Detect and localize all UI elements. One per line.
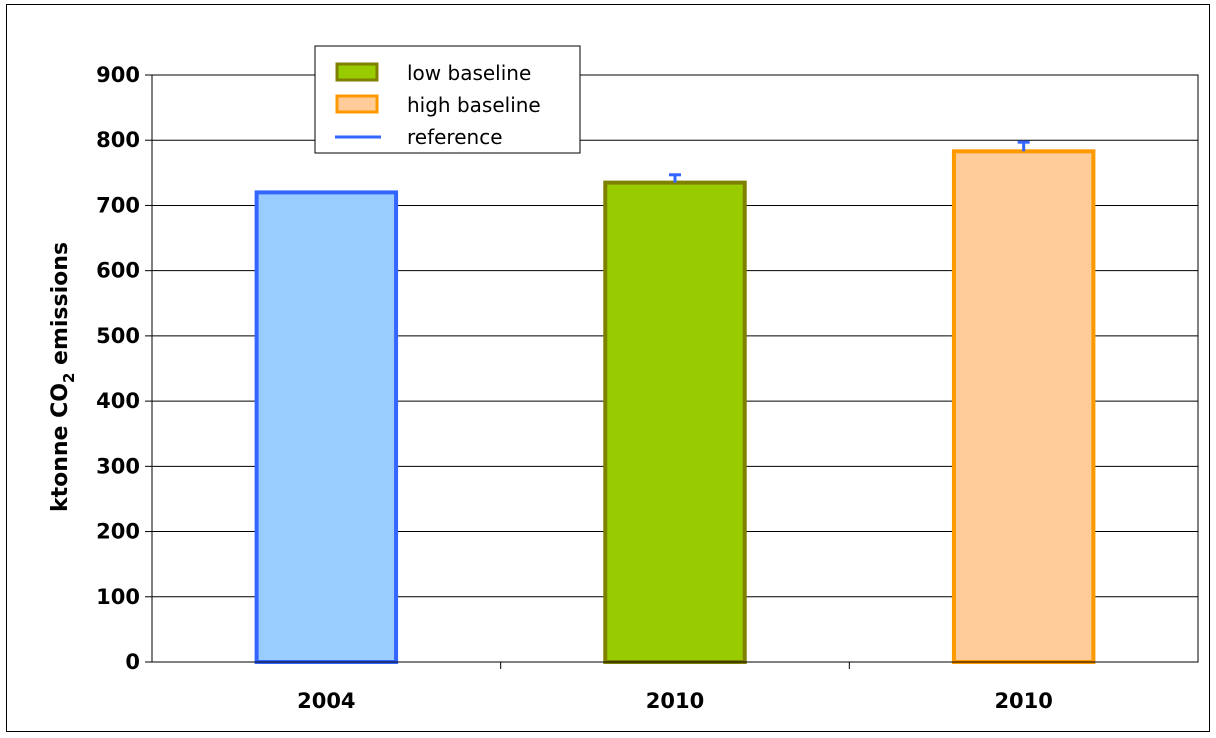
- x-category-label: 2004: [297, 689, 355, 713]
- y-axis-label-main: ktonne CO: [48, 383, 73, 512]
- legend-swatch: [335, 94, 379, 114]
- x-category-label: 2010: [994, 689, 1052, 713]
- legend-label: low baseline: [407, 61, 531, 85]
- y-tick-label: 0: [125, 650, 140, 674]
- bars: [254, 149, 1096, 664]
- y-tick-label: 900: [96, 63, 140, 87]
- x-category-label: 2010: [646, 689, 704, 713]
- y-axis-label-suffix: emissions: [48, 242, 73, 373]
- y-tick-labels: 0 100 200 300 400 500 600 700 800 900: [96, 63, 140, 674]
- y-tick-label: 600: [96, 259, 140, 283]
- y-tick-label: 300: [96, 454, 140, 478]
- y-axis-label: ktonne CO2 emissions: [48, 242, 78, 512]
- plot-area-border: [151, 74, 1199, 663]
- legend-label: reference: [407, 125, 503, 149]
- y-tick-label: 500: [96, 324, 140, 348]
- y-tick-label: 200: [96, 520, 140, 544]
- error-bars: [669, 140, 1030, 183]
- legend: low baseline high baseline reference: [314, 45, 581, 154]
- legend-label: high baseline: [407, 93, 541, 117]
- y-tick-label: 800: [96, 128, 140, 152]
- axes: [151, 74, 1199, 669]
- y-tick-label: 700: [96, 193, 140, 217]
- x-category-labels: 2004 2010 2010: [297, 689, 1053, 713]
- bar-low-baseline: [603, 180, 747, 664]
- bar-high-baseline: [951, 149, 1096, 664]
- y-tick-label: 100: [96, 585, 140, 609]
- bar-reference: [254, 190, 399, 664]
- y-axis-label-subscript: 2: [60, 373, 78, 383]
- y-tick-label: 400: [96, 389, 140, 413]
- legend-swatch: [335, 62, 379, 82]
